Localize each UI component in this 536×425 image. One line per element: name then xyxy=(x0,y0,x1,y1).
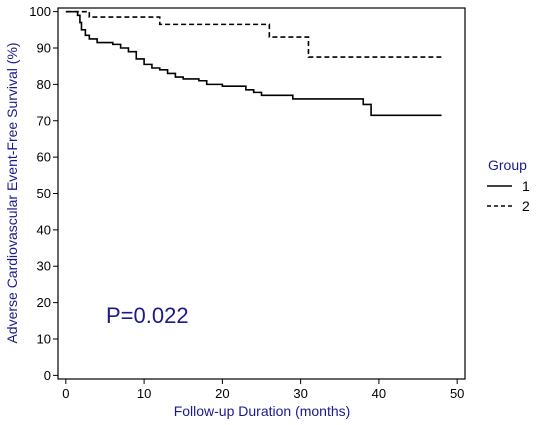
y-tick-label-10: 100 xyxy=(29,4,51,19)
x-axis-title: Follow-up Duration (months) xyxy=(174,403,351,419)
x-tick-label-1: 10 xyxy=(137,386,151,401)
y-tick-label-3: 30 xyxy=(37,259,51,274)
p-value-annotation: P=0.022 xyxy=(106,303,189,328)
legend: Group 1 2 xyxy=(487,157,530,214)
x-tick-label-2: 20 xyxy=(215,386,229,401)
y-tick-label-5: 50 xyxy=(37,186,51,201)
y-tick-label-7: 70 xyxy=(37,113,51,128)
y-tick-label-4: 40 xyxy=(37,222,51,237)
y-axis-title: Adverse Cardiovascular Event-Free Surviv… xyxy=(4,42,20,343)
y-tick-label-9: 90 xyxy=(37,41,51,56)
y-tick-label-6: 60 xyxy=(37,150,51,165)
series-layer xyxy=(65,10,442,117)
x-axis-ticks: 0 10 20 30 40 50 xyxy=(62,379,464,401)
series-line-2 xyxy=(65,10,442,58)
y-tick-label-0: 0 xyxy=(44,368,51,383)
y-axis-ticks: 0 10 20 30 40 50 60 70 80 90 100 xyxy=(29,4,58,383)
x-tick-label-4: 40 xyxy=(372,386,386,401)
legend-label-1: 1 xyxy=(522,178,530,194)
legend-title: Group xyxy=(488,157,527,173)
y-tick-label-2: 20 xyxy=(37,295,51,310)
x-tick-label-0: 0 xyxy=(62,386,69,401)
legend-label-2: 2 xyxy=(522,198,530,214)
x-tick-label-5: 50 xyxy=(450,386,464,401)
y-tick-label-8: 80 xyxy=(37,77,51,92)
x-tick-label-3: 30 xyxy=(293,386,307,401)
series-line-1 xyxy=(65,10,442,117)
y-tick-label-1: 10 xyxy=(37,331,51,346)
